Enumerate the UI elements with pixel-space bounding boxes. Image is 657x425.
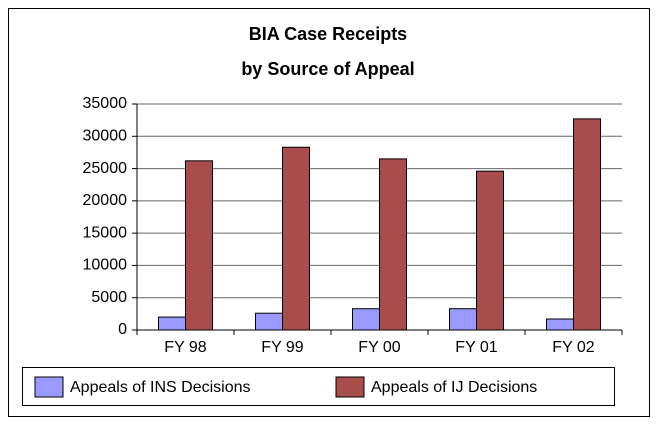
bar <box>255 312 283 331</box>
legend-swatch <box>34 376 64 398</box>
y-tick-label: 10000 <box>83 257 128 274</box>
bar <box>379 158 407 331</box>
bar <box>476 170 504 331</box>
legend-box <box>22 367 615 406</box>
chart-title: BIA Case Receipts <box>249 24 407 44</box>
x-tick-label: FY 01 <box>455 339 498 356</box>
legend-label: Appeals of IJ Decisions <box>371 379 537 396</box>
y-tick-label: 5000 <box>91 289 127 306</box>
bar <box>185 160 213 331</box>
x-tick-label: FY 98 <box>164 339 207 356</box>
x-tick-label: FY 02 <box>552 339 595 356</box>
y-tick-label: 35000 <box>83 95 128 112</box>
x-tick-label: FY 00 <box>358 339 401 356</box>
bar <box>546 318 574 331</box>
legend-swatch <box>335 376 365 398</box>
bar <box>449 308 477 331</box>
y-tick-label: 15000 <box>83 224 128 241</box>
legend-label: Appeals of INS Decisions <box>70 379 251 396</box>
chart-subtitle: by Source of Appeal <box>241 59 414 79</box>
y-tick-label: 20000 <box>83 192 128 209</box>
y-tick-label: 0 <box>118 321 127 338</box>
bar <box>352 308 380 331</box>
bar <box>573 118 601 331</box>
y-tick-label: 25000 <box>83 160 128 177</box>
bar <box>158 316 186 331</box>
chart-border <box>8 8 650 417</box>
x-tick-label: FY 99 <box>261 339 304 356</box>
bar <box>282 146 310 331</box>
y-tick-label: 30000 <box>83 128 128 145</box>
